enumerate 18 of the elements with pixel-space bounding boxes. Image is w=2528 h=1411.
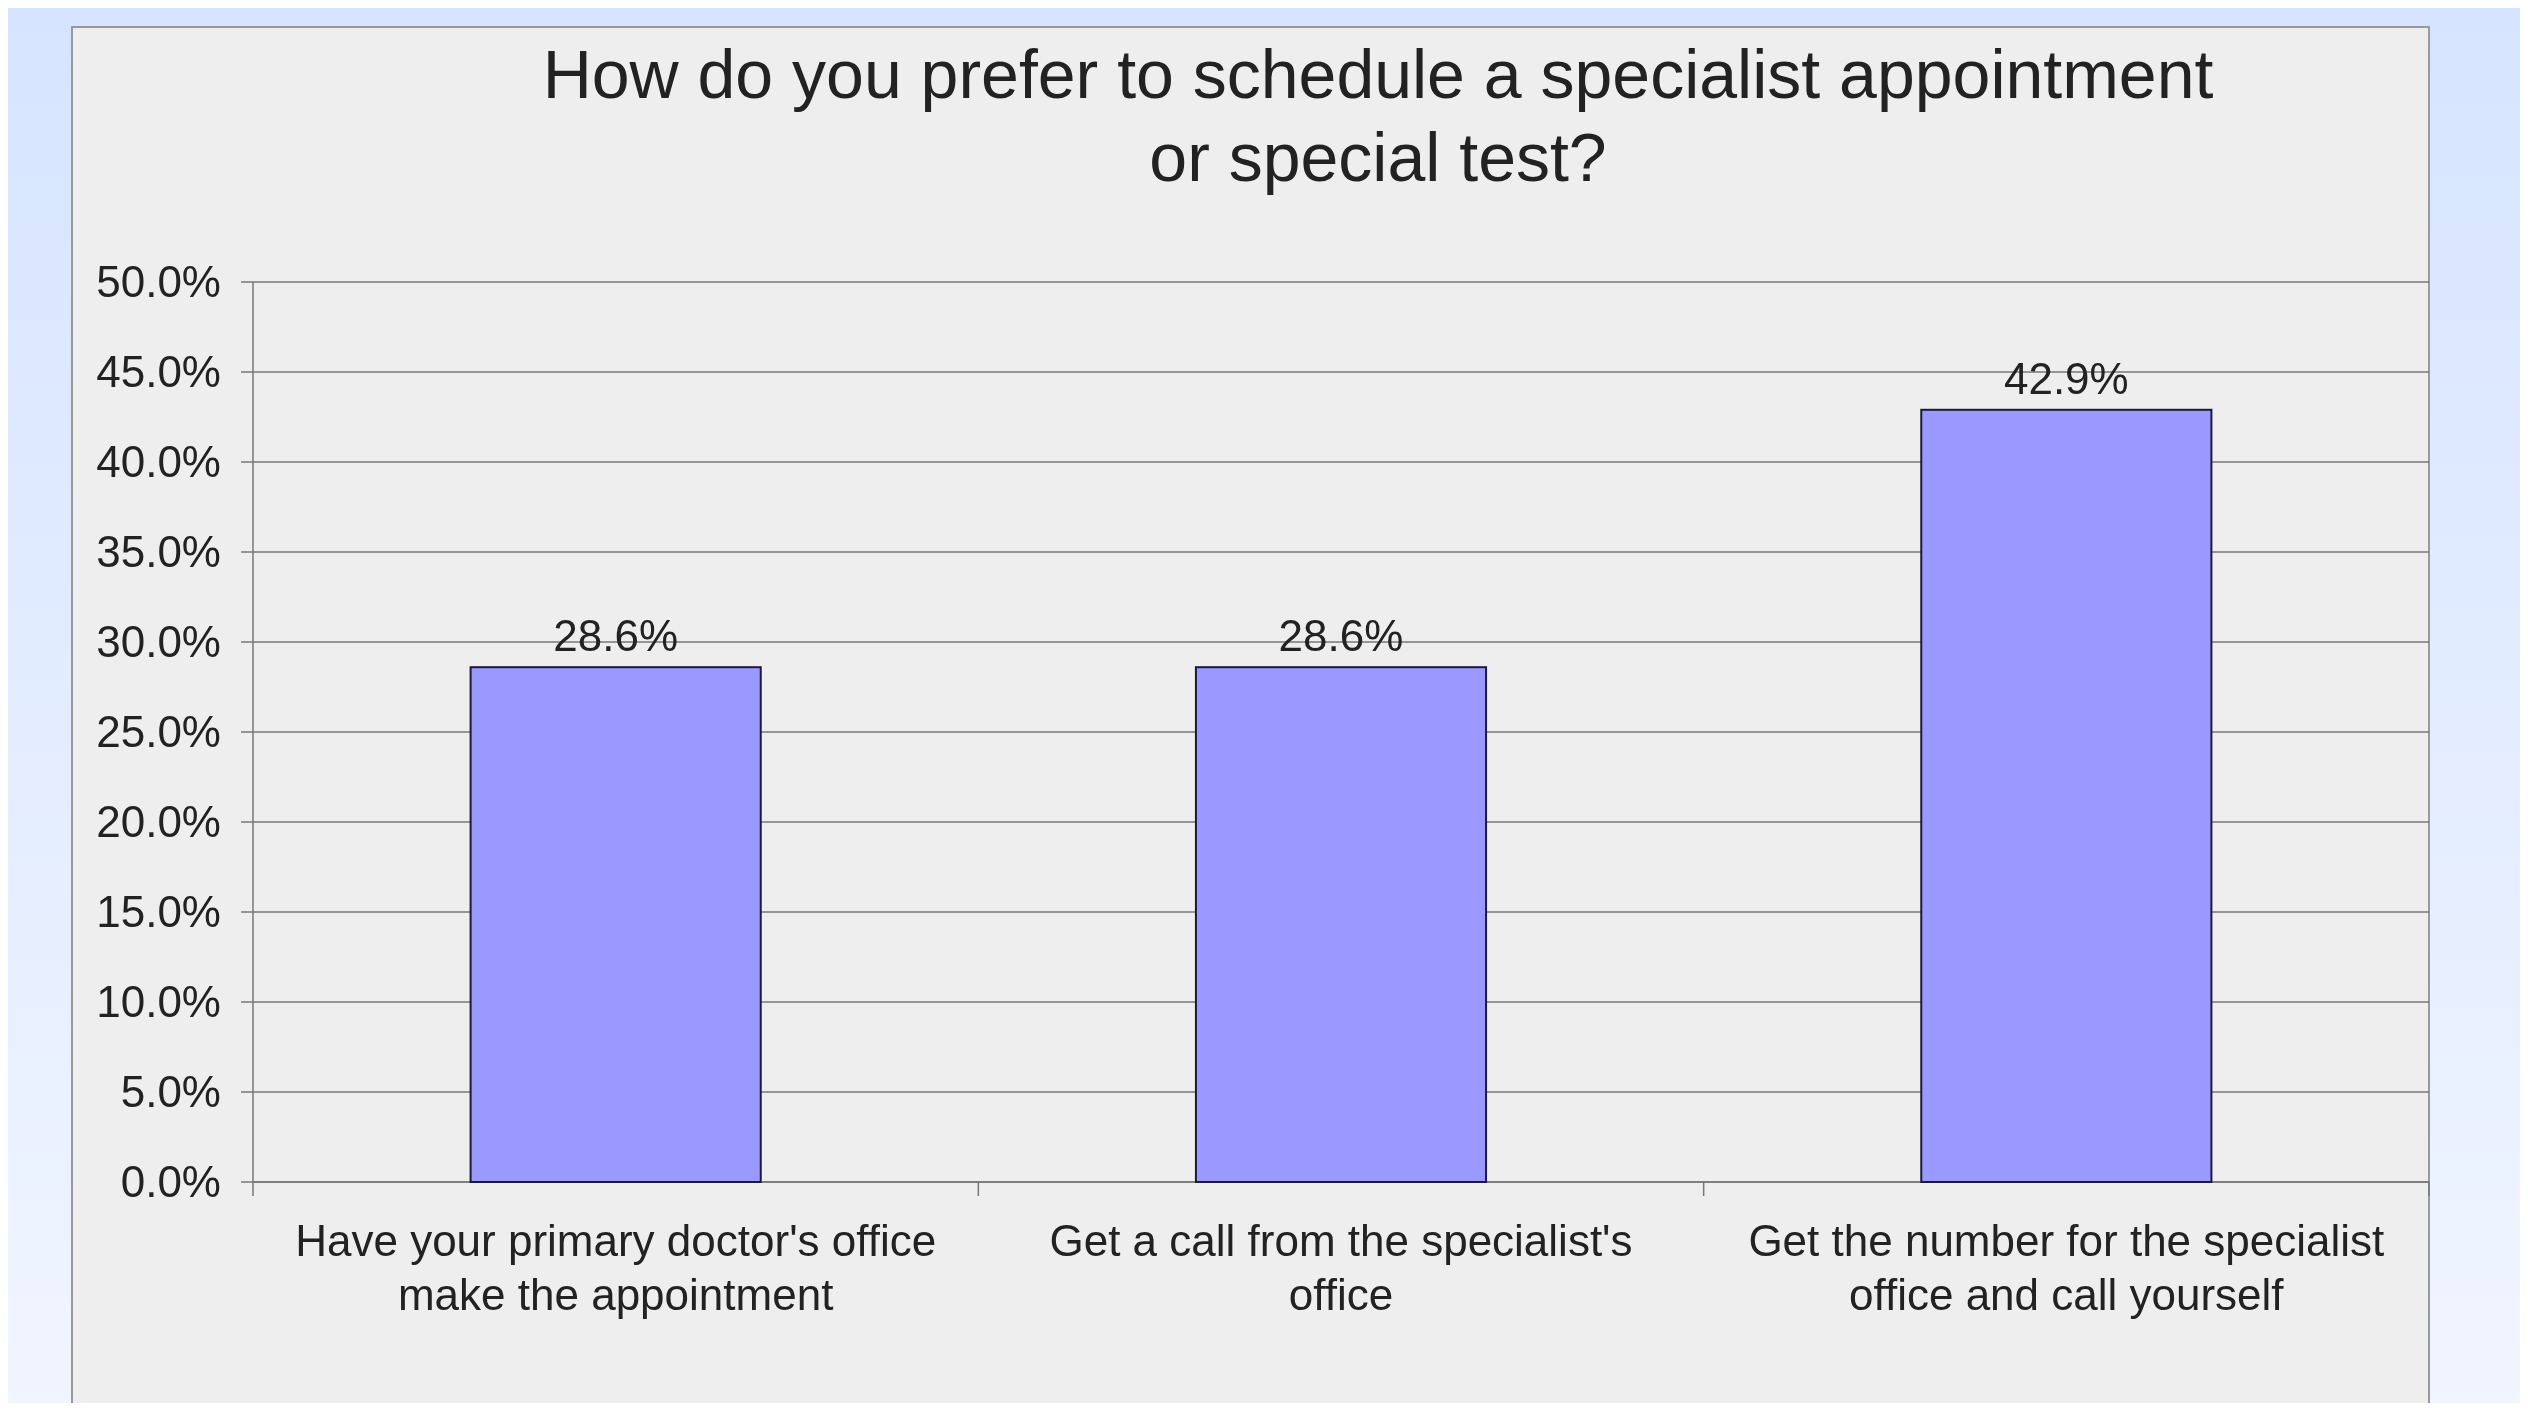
y-tick-label: 15.0% <box>96 887 221 937</box>
y-tick-label: 0.0% <box>120 1157 221 1207</box>
y-tick-label: 20.0% <box>96 797 221 847</box>
y-tick-label: 35.0% <box>96 527 221 577</box>
y-tick-label: 50.0% <box>96 257 221 307</box>
data-label: 28.6% <box>553 611 679 661</box>
x-tick-label: Get a call from the specialist's office <box>1049 1216 1633 1319</box>
y-tick-label: 5.0% <box>120 1067 221 1117</box>
data-label: 28.6% <box>1278 611 1404 661</box>
y-tick-label: 25.0% <box>96 707 221 757</box>
chart-title: How do you prefer to schedule a specialist appointment or special test? <box>542 36 2214 195</box>
y-tick-label: 10.0% <box>96 977 221 1027</box>
x-tick-label: Get the number for the specialist office and call yourself <box>1748 1216 2385 1319</box>
data-label: 42.9% <box>2003 353 2129 403</box>
x-tick-label: Have your primary doctor's office make the appointment <box>295 1216 937 1319</box>
y-tick-label: 30.0% <box>96 617 221 667</box>
y-tick-label: 40.0% <box>96 437 221 487</box>
y-tick-label: 45.0% <box>96 347 221 397</box>
